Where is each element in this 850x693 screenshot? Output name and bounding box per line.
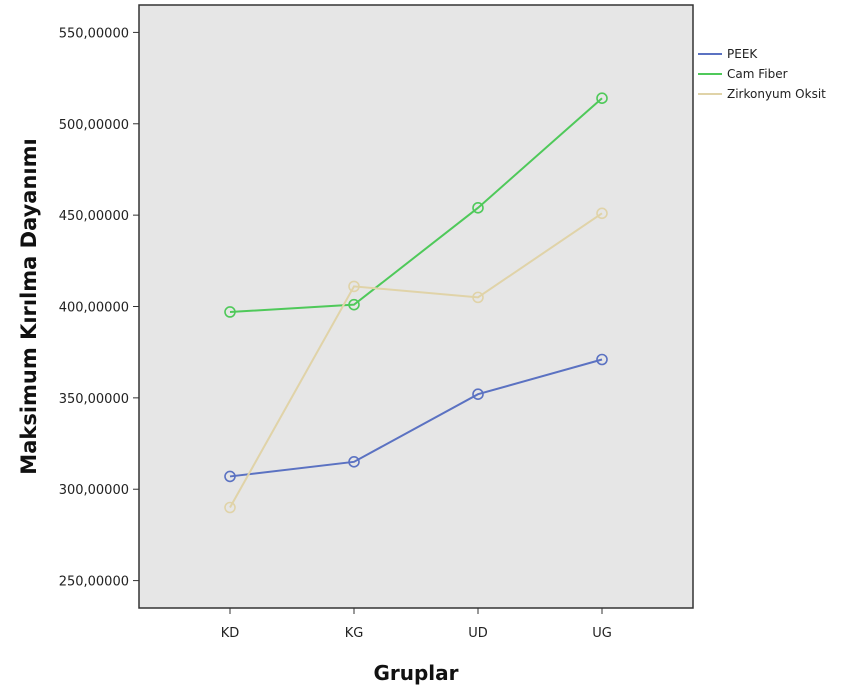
legend-label: Zirkonyum Oksit — [727, 87, 826, 101]
y-axis: 250,00000 300,00000 350,00000 400,00000 450,… — [59, 26, 139, 590]
y-tick-label: 250,00000 — [59, 575, 129, 590]
x-tick-label: KD — [221, 626, 240, 641]
series-2 — [224, 207, 608, 514]
x-tick-label: KG — [345, 626, 364, 641]
data-point — [596, 353, 608, 366]
series-layer — [224, 92, 608, 514]
data-point — [596, 207, 608, 220]
data-point — [348, 298, 360, 311]
data-point — [224, 501, 236, 514]
data-point — [472, 388, 484, 401]
y-tick-label: 450,00000 — [59, 209, 129, 224]
series-0 — [224, 353, 608, 483]
data-point — [348, 280, 360, 293]
x-tick-label: UD — [468, 626, 488, 641]
x-axis-title: Gruplar — [373, 661, 458, 685]
series-1 — [224, 92, 608, 318]
legend-label: PEEK — [727, 47, 758, 61]
series-line — [229, 97, 603, 313]
data-point — [472, 291, 484, 304]
y-tick-label: 500,00000 — [59, 118, 129, 133]
y-tick-label: 350,00000 — [59, 392, 129, 407]
series-line — [229, 212, 603, 508]
legend: PEEK Cam Fiber Zirkonyum Oksit — [698, 47, 826, 101]
y-tick-label: 550,00000 — [59, 26, 129, 41]
data-point — [596, 92, 608, 104]
y-tick-label: 400,00000 — [59, 301, 129, 316]
x-axis: KD KG UD UG — [221, 608, 612, 641]
data-point — [224, 306, 236, 318]
data-point — [472, 202, 484, 214]
y-tick-label: 300,00000 — [59, 483, 129, 498]
data-point — [224, 470, 236, 483]
x-tick-label: UG — [592, 626, 612, 641]
series-line — [229, 358, 603, 478]
data-point — [348, 456, 360, 468]
legend-label: Cam Fiber — [727, 67, 788, 81]
plot-area — [138, 4, 694, 609]
y-axis-title: Maksimum Kırılma Dayanımı — [17, 138, 41, 474]
